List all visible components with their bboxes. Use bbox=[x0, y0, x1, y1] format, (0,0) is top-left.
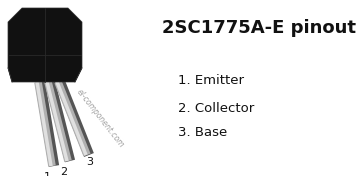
Text: 2. Collector: 2. Collector bbox=[178, 102, 254, 115]
Text: el-component.com: el-component.com bbox=[74, 87, 126, 149]
Text: 1: 1 bbox=[44, 172, 50, 176]
Text: 2SC1775A-E pinout: 2SC1775A-E pinout bbox=[162, 19, 356, 37]
Text: 3: 3 bbox=[86, 157, 94, 167]
Text: 1. Emitter: 1. Emitter bbox=[178, 74, 244, 86]
Polygon shape bbox=[8, 8, 82, 82]
Text: 3. Base: 3. Base bbox=[178, 127, 227, 140]
Text: 2: 2 bbox=[60, 167, 68, 176]
